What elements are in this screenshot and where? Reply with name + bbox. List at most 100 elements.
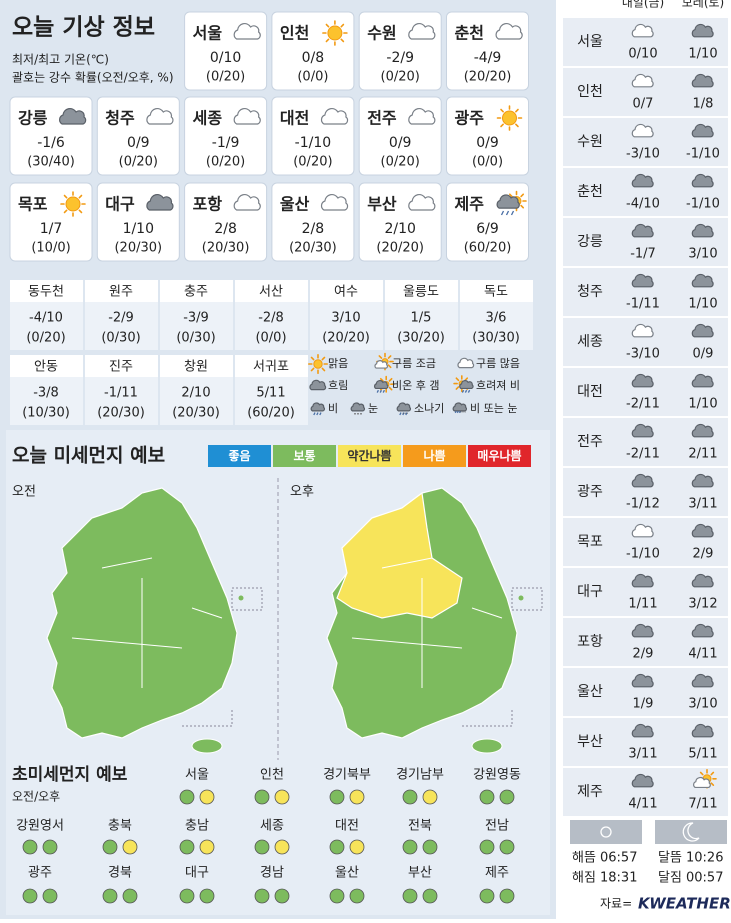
temperature: 1/5 [411,311,432,326]
dust-dot-am [479,839,495,855]
city-name: 광주 [455,109,485,128]
weather-icon [373,375,395,393]
cloud [691,723,714,738]
map-label: 오후 [290,485,314,500]
temperature: 5/11 [256,386,285,401]
section-title: 오늘 미세먼지 예보 [12,445,165,467]
sun-ray [321,367,326,372]
sun-symbol [600,826,612,838]
rain-chance: (20/20) [464,70,512,85]
city-name: 강릉 [577,234,603,250]
rain-chance: (20/30) [97,406,145,421]
rain-chance: (0/0) [472,155,503,170]
cloud [631,323,654,338]
temperature: 1/8 [693,97,714,112]
city-name: 대전 [577,384,603,400]
dust-dot-pm [499,888,515,904]
weather-icon [691,373,714,388]
sun-ray [710,771,715,776]
cloud [631,673,654,688]
dust-dot-am [22,839,38,855]
snow [360,413,362,415]
city-name: 청주 [577,284,603,300]
temperature: -2/9 [386,50,414,66]
rain-chance: (20/20) [322,331,370,346]
region-name: 세종 [260,819,284,834]
cloud [691,623,714,638]
city-name: 대전 [280,109,309,128]
city-name: 포항 [577,634,603,650]
weather-icon [631,123,654,138]
map-border [351,637,463,649]
weather-icon [374,352,394,371]
rain [500,210,505,216]
dust-dot-am [479,888,495,904]
temperature: -1/10 [686,197,720,212]
city-name: 부산 [577,734,603,750]
astro-label: 달뜸 [658,851,682,866]
dust-dot-am [254,789,270,805]
cloud [691,73,714,88]
map-border [191,607,223,619]
weather-icon [307,353,329,375]
temperature: 0/10 [628,47,657,62]
temperature: -3/9 [183,311,209,326]
city-name: 제주 [577,784,603,800]
weather-icon [322,20,348,46]
level-label: 매우나쁨 [477,448,521,463]
level-swatch [403,445,466,467]
cloud [631,223,654,238]
weather-icon [631,323,654,338]
cloud [309,379,327,391]
map-region [336,491,463,619]
weather-icon [496,105,523,131]
temperature: -2/8 [258,311,284,326]
rain-chance: (0/20) [206,70,245,85]
cloud [396,402,412,412]
dust-dot-am [254,839,270,855]
city-name: 목포 [577,534,603,550]
temperature: -4/10 [626,197,660,212]
weather-icon [691,673,714,688]
weather-icon [631,23,654,38]
map-border [471,607,503,619]
weather-icon [631,773,654,788]
map-label: 오전 [12,485,36,500]
sun [65,196,81,212]
temperature: 0/8 [302,50,325,66]
legend-label: 구름 많음 [476,357,520,370]
cloud [631,123,654,138]
level-label: 약간나쁨 [347,448,391,463]
temperature: 3/10 [688,247,717,262]
cloud [691,273,714,288]
map-inset-line [462,708,513,727]
city-cell-header [460,280,533,302]
temperature: -1/10 [626,547,660,562]
weather-icon [320,193,349,211]
city-cell-header [85,280,158,302]
rain-chance: (20/30) [172,406,220,421]
weather-icon [691,173,714,188]
dust-dot-am [402,839,418,855]
level-label: 나쁨 [423,448,445,463]
level-swatch [338,445,401,467]
city-name: 울산 [577,684,603,700]
snow [404,412,406,414]
weather-icon [453,375,474,393]
weather-icon [60,191,86,217]
cloud [631,173,654,188]
dust-dot-pm [42,888,58,904]
temperature: 3/12 [688,597,717,612]
sun-ray [455,386,460,390]
cloud [691,23,714,38]
temperature: 5/11 [688,747,717,762]
sun-ray [78,209,83,214]
weather-icon [691,73,714,88]
sun-ray [63,194,68,199]
astro-time: 18:31 [600,871,637,886]
cloud [459,380,474,390]
map-island [238,595,244,601]
rain-chance: (0/20) [381,155,420,170]
dust-dot-am [329,888,345,904]
weather-icon [496,190,527,216]
